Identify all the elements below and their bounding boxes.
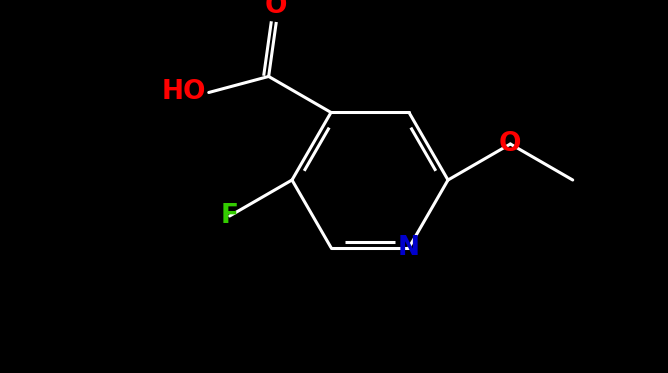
Text: N: N bbox=[398, 235, 420, 261]
Text: O: O bbox=[499, 131, 522, 157]
Text: HO: HO bbox=[161, 79, 206, 106]
Text: O: O bbox=[265, 0, 287, 19]
Text: F: F bbox=[220, 203, 238, 229]
